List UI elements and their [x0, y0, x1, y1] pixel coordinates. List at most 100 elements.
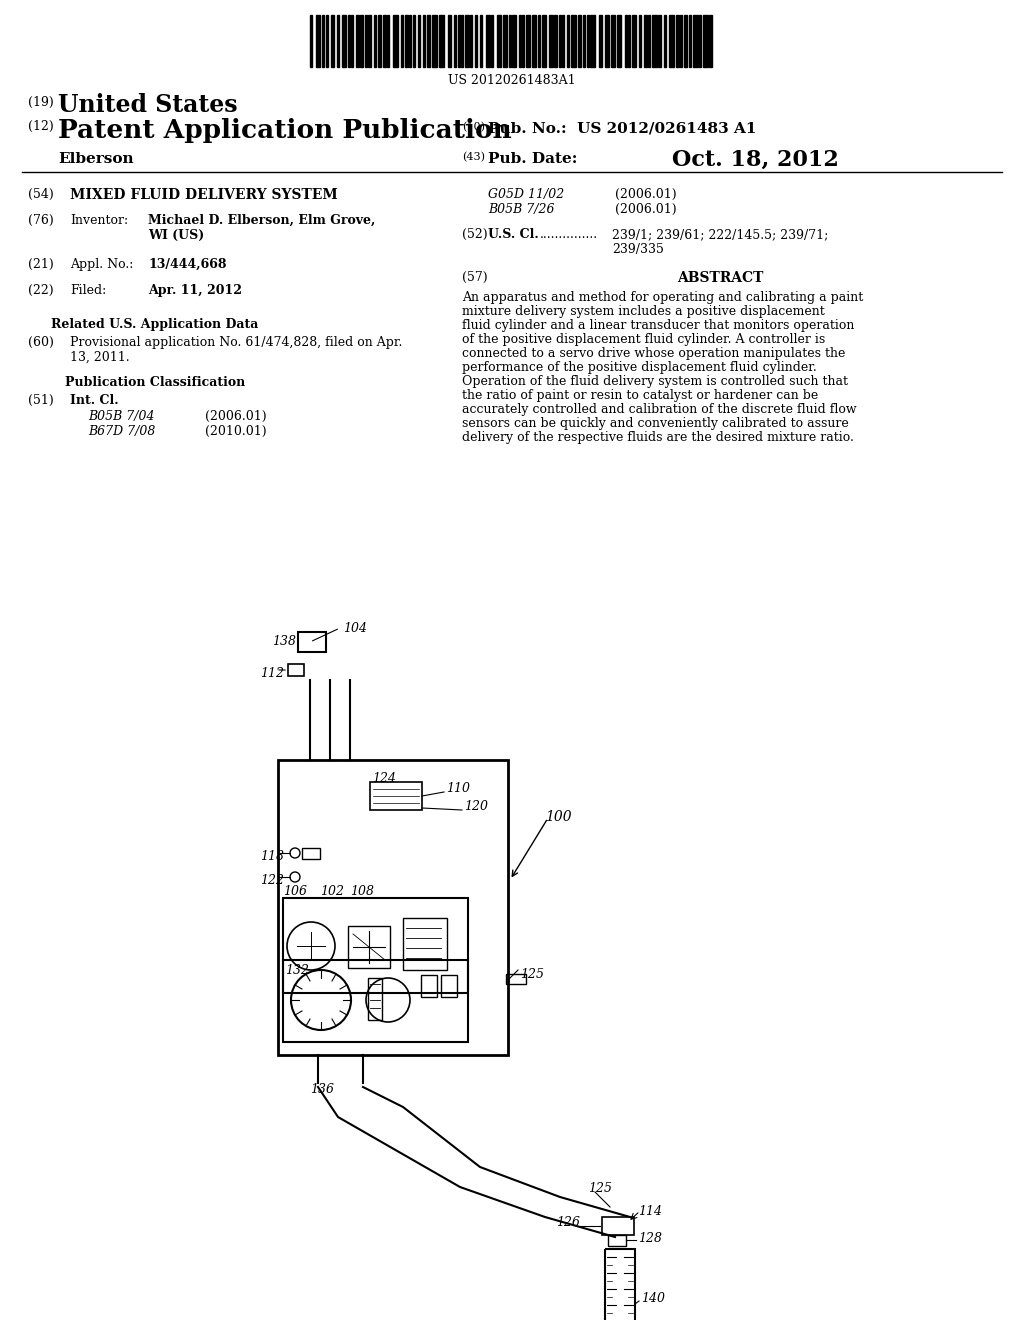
- Bar: [283, 960, 468, 1041]
- Text: US 20120261483A1: US 20120261483A1: [449, 74, 575, 87]
- Text: 126: 126: [556, 1217, 580, 1229]
- Text: Pub. Date:: Pub. Date:: [488, 152, 578, 166]
- Bar: [583, 15, 585, 67]
- Text: 120: 120: [464, 800, 488, 813]
- Bar: [658, 15, 662, 67]
- Bar: [571, 15, 575, 67]
- Bar: [351, 15, 353, 67]
- Text: Pub. No.:  US 2012/0261483 A1: Pub. No.: US 2012/0261483 A1: [488, 121, 757, 135]
- Text: WI (US): WI (US): [148, 228, 204, 242]
- Text: Appl. No.:: Appl. No.:: [70, 257, 133, 271]
- Bar: [509, 15, 511, 67]
- Text: 110: 110: [446, 781, 470, 795]
- Bar: [461, 15, 463, 67]
- Bar: [554, 15, 557, 67]
- Bar: [709, 15, 712, 67]
- Text: (2006.01): (2006.01): [615, 187, 677, 201]
- Bar: [632, 15, 636, 67]
- Bar: [648, 15, 650, 67]
- Text: Provisional application No. 61/474,828, filed on Apr.: Provisional application No. 61/474,828, …: [70, 337, 402, 348]
- Text: (2010.01): (2010.01): [205, 425, 266, 438]
- Text: Operation of the fluid delivery system is controlled such that: Operation of the fluid delivery system i…: [462, 375, 848, 388]
- Text: 104: 104: [343, 622, 367, 635]
- Text: 124: 124: [372, 772, 396, 785]
- Bar: [617, 15, 621, 67]
- Text: 125: 125: [520, 968, 544, 981]
- Bar: [605, 1249, 635, 1320]
- Text: delivery of the respective fluids are the desired mixture ratio.: delivery of the respective fluids are th…: [462, 432, 854, 444]
- Text: Elberson: Elberson: [58, 152, 133, 166]
- Bar: [480, 15, 482, 67]
- Text: U.S. Cl.: U.S. Cl.: [488, 228, 539, 242]
- Bar: [590, 15, 595, 67]
- Text: Apr. 11, 2012: Apr. 11, 2012: [148, 284, 242, 297]
- Bar: [383, 15, 385, 67]
- Bar: [503, 15, 507, 67]
- Text: 106: 106: [283, 884, 307, 898]
- Bar: [404, 15, 408, 67]
- Text: (22): (22): [28, 284, 53, 297]
- Bar: [423, 15, 425, 67]
- Text: fluid cylinder and a linear transducer that monitors operation: fluid cylinder and a linear transducer t…: [462, 319, 854, 333]
- Bar: [401, 15, 403, 67]
- Bar: [374, 15, 376, 67]
- Bar: [315, 15, 319, 67]
- Bar: [368, 15, 371, 67]
- Text: (12): (12): [28, 120, 53, 133]
- Text: 114: 114: [638, 1205, 662, 1218]
- Text: 102: 102: [319, 884, 344, 898]
- Text: Inventor:: Inventor:: [70, 214, 128, 227]
- Text: 239/335: 239/335: [612, 243, 664, 256]
- Bar: [403, 917, 447, 970]
- Bar: [625, 15, 627, 67]
- Bar: [298, 632, 326, 652]
- Text: MIXED FLUID DELIVERY SYSTEM: MIXED FLUID DELIVERY SYSTEM: [70, 187, 338, 202]
- Bar: [497, 15, 501, 67]
- Bar: [506, 974, 526, 983]
- Bar: [608, 1236, 626, 1246]
- Bar: [360, 15, 362, 67]
- Bar: [348, 927, 390, 968]
- Bar: [664, 15, 666, 67]
- Bar: [458, 15, 460, 67]
- Text: 108: 108: [350, 884, 374, 898]
- Text: (19): (19): [28, 96, 53, 110]
- Bar: [418, 15, 420, 67]
- Text: 125: 125: [588, 1181, 612, 1195]
- Bar: [421, 975, 437, 997]
- Bar: [542, 15, 546, 67]
- Bar: [439, 15, 444, 67]
- Bar: [347, 15, 349, 67]
- Text: Michael D. Elberson, Elm Grove,: Michael D. Elberson, Elm Grove,: [148, 214, 376, 227]
- Bar: [518, 15, 520, 67]
- Bar: [490, 15, 493, 67]
- Bar: [337, 15, 339, 67]
- Text: Patent Application Publication: Patent Application Publication: [58, 117, 512, 143]
- Text: mixture delivery system includes a positive displacement: mixture delivery system includes a posit…: [462, 305, 824, 318]
- Text: Related U.S. Application Data: Related U.S. Application Data: [51, 318, 259, 331]
- Bar: [474, 15, 476, 67]
- Bar: [683, 15, 686, 67]
- Text: 118: 118: [260, 850, 284, 863]
- Bar: [322, 15, 324, 67]
- Bar: [368, 978, 382, 1020]
- Bar: [302, 847, 319, 859]
- Bar: [702, 15, 708, 67]
- Bar: [525, 15, 529, 67]
- Text: 136: 136: [310, 1082, 334, 1096]
- Bar: [441, 975, 457, 997]
- Text: Oct. 18, 2012: Oct. 18, 2012: [672, 149, 839, 172]
- Text: B67D 7/08: B67D 7/08: [88, 425, 156, 438]
- Bar: [643, 15, 646, 67]
- Text: (21): (21): [28, 257, 53, 271]
- Bar: [598, 15, 601, 67]
- Text: 122: 122: [260, 874, 284, 887]
- Bar: [365, 15, 367, 67]
- Bar: [628, 15, 630, 67]
- Text: 239/1; 239/61; 222/145.5; 239/71;: 239/1; 239/61; 222/145.5; 239/71;: [612, 228, 828, 242]
- Text: Filed:: Filed:: [70, 284, 106, 297]
- Text: 13, 2011.: 13, 2011.: [70, 351, 130, 364]
- Bar: [558, 15, 560, 67]
- Text: the ratio of paint or resin to catalyst or hardener can be: the ratio of paint or resin to catalyst …: [462, 389, 818, 403]
- Text: accurately controlled and calibration of the discrete fluid flow: accurately controlled and calibration of…: [462, 403, 857, 416]
